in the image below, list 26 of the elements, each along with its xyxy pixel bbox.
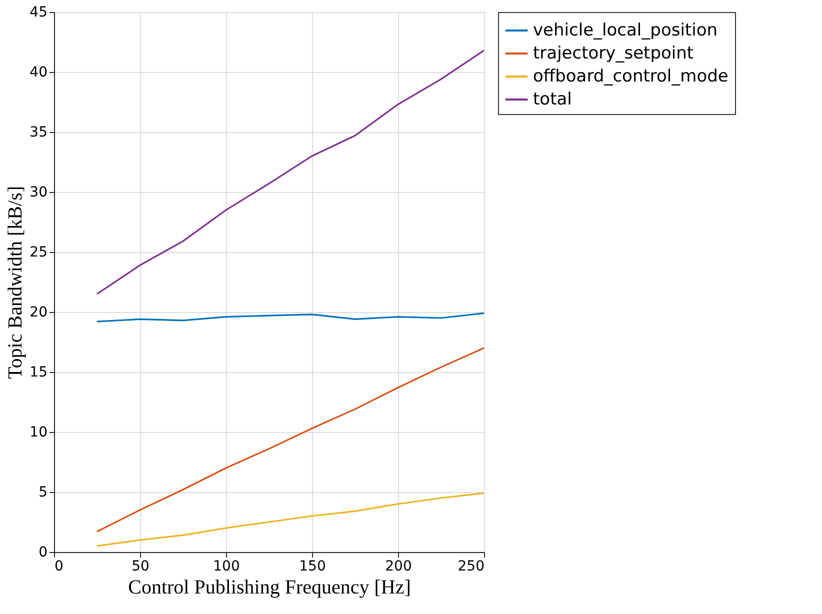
- line-series: [96, 492, 484, 547]
- y-tick-label: 5: [38, 484, 48, 500]
- y-tick-label: 30: [30, 184, 48, 200]
- legend-label: trajectory_setpoint: [533, 44, 694, 64]
- y-tick-label: 0: [38, 544, 48, 560]
- y-axis-title: Topic Bandwidth [kB/s]: [4, 186, 27, 380]
- legend-label: offboard_control_mode: [533, 66, 728, 86]
- y-tick-label: 10: [30, 424, 48, 440]
- x-axis-title: Control Publishing Frequency [Hz]: [128, 576, 411, 598]
- legend-label: vehicle_local_position: [533, 20, 718, 40]
- legend-label: total: [533, 90, 572, 110]
- x-tick-label: 50: [132, 558, 150, 574]
- x-tick-label: 250: [458, 558, 484, 574]
- x-tick-label: 100: [213, 558, 240, 574]
- line-series: [96, 347, 484, 532]
- x-tick-label: 150: [299, 558, 326, 574]
- y-tick-label: 15: [30, 364, 48, 380]
- line-series: [96, 50, 484, 295]
- y-tick-label: 35: [30, 124, 48, 140]
- line-series: [96, 312, 484, 322]
- x-tick-label: 200: [385, 558, 412, 574]
- y-tick-label: 40: [30, 64, 48, 80]
- y-tick-label: 20: [30, 304, 48, 320]
- y-tick-label: 25: [30, 244, 48, 260]
- y-tick-label: 45: [30, 4, 48, 20]
- x-tick-label: 0: [54, 558, 64, 574]
